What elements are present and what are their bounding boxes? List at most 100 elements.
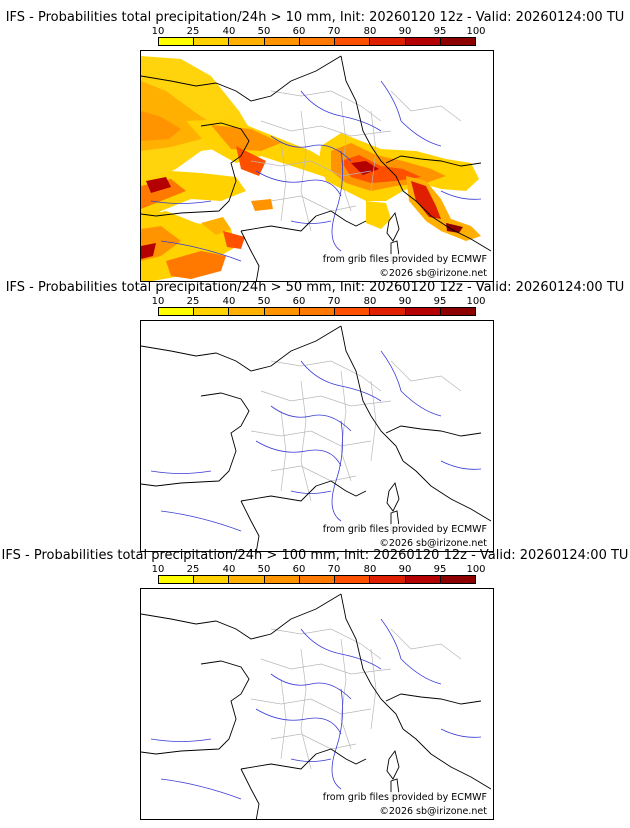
precip-area: [146, 177, 171, 193]
legend-tick: 80: [363, 564, 377, 575]
precip-area: [411, 181, 441, 219]
legend-tick: 50: [257, 26, 271, 37]
legend-color-swatch: [440, 308, 475, 315]
legend-tick: 10: [151, 296, 165, 307]
legend-tick-labels: 10 25 40 50 60 70 80 90 95 100: [150, 26, 495, 38]
precip-area: [141, 111, 181, 141]
legend-tick: 60: [292, 26, 306, 37]
legend-color-swatch: [299, 308, 336, 315]
legend-color-swatch: [335, 38, 371, 45]
legend-tick: 100: [466, 26, 486, 37]
credit-source: from grib files provided by ECMWF: [322, 792, 487, 803]
coastlines-borders: [141, 593, 492, 819]
panel-title: IFS - Probabilities total precipitation/…: [1, 548, 629, 563]
legend-tick: 80: [363, 296, 377, 307]
legend-color-swatch: [335, 576, 371, 583]
legend-tick: 25: [186, 564, 200, 575]
credit-source: from grib files provided by ECMWF: [322, 524, 487, 535]
legend-tick: 10: [151, 564, 165, 575]
legend-tick: 60: [292, 296, 306, 307]
map-europe-west: from grib files provided by ECMWF ©2026 …: [140, 588, 494, 820]
credit-source: from grib files provided by ECMWF: [322, 254, 487, 265]
legend-tick: 100: [466, 564, 486, 575]
panel-title: IFS - Probabilities total precipitation/…: [5, 280, 625, 295]
map-svg: [141, 593, 492, 819]
rivers: [150, 80, 482, 262]
legend-colorbar: [158, 307, 476, 316]
legend-tick: 95: [433, 26, 447, 37]
legend-color-swatch: [440, 38, 475, 45]
legend-color-swatch: [370, 576, 406, 583]
legend-color-swatch: [194, 576, 230, 583]
legend-color-swatch: [370, 308, 406, 315]
legend-tick: 100: [466, 296, 486, 307]
map-svg: [141, 325, 492, 551]
legend-color-swatch: [159, 38, 195, 45]
precip-probability-field: [141, 56, 481, 281]
legend-tick: 60: [292, 564, 306, 575]
credit-copyright: ©2026 sb@irizone.net: [379, 806, 487, 817]
credit-copyright: ©2026 sb@irizone.net: [379, 538, 487, 549]
legend-tick: 25: [186, 26, 200, 37]
legend-color-swatch: [194, 38, 230, 45]
legend-color-swatch: [229, 38, 265, 45]
legend-tick: 40: [222, 26, 236, 37]
legend-tick: 70: [327, 296, 341, 307]
credit-copyright: ©2026 sb@irizone.net: [379, 268, 487, 279]
legend-tick: 50: [257, 296, 271, 307]
precip-area: [211, 125, 281, 151]
legend-tick: 95: [433, 296, 447, 307]
legend-tick-labels: 10 25 40 50 60 70 80 90 95 100: [150, 296, 495, 308]
legend-tick: 90: [398, 296, 412, 307]
precip-area: [366, 201, 391, 229]
rivers: [150, 618, 482, 800]
legend-tick: 70: [327, 26, 341, 37]
legend-tick: 40: [222, 564, 236, 575]
legend-tick-labels: 10 25 40 50 60 70 80 90 95 100: [150, 564, 495, 576]
map-europe-west: from grib files provided by ECMWF ©2026 …: [140, 50, 494, 282]
legend-tick: 40: [222, 296, 236, 307]
legend-color-swatch: [264, 308, 300, 315]
legend-color-swatch: [335, 308, 371, 315]
coastlines-borders: [141, 325, 492, 551]
legend-color-swatch: [370, 38, 406, 45]
legend-color-swatch: [194, 308, 230, 315]
legend-tick: 90: [398, 26, 412, 37]
legend-color-swatch: [405, 38, 441, 45]
legend-color-swatch: [159, 308, 195, 315]
panel-50mm: IFS - Probabilities total precipitation/…: [0, 280, 630, 556]
legend-tick: 25: [186, 296, 200, 307]
panel-100mm: IFS - Probabilities total precipitation/…: [0, 548, 630, 824]
legend-tick: 80: [363, 26, 377, 37]
legend-tick: 95: [433, 564, 447, 575]
rivers: [150, 350, 482, 532]
legend-color-swatch: [299, 38, 336, 45]
precip-area: [223, 231, 245, 249]
legend-tick: 10: [151, 26, 165, 37]
legend-color-swatch: [405, 308, 441, 315]
map-svg: [141, 55, 492, 281]
panel-10mm: IFS - Probabilities total precipitation/…: [0, 10, 630, 286]
region-borders: [250, 628, 462, 770]
map-europe-west: from grib files provided by ECMWF ©2026 …: [140, 320, 494, 552]
legend-color-swatch: [440, 576, 475, 583]
precip-area: [251, 199, 273, 211]
legend-color-swatch: [264, 38, 300, 45]
legend-colorbar: [158, 575, 476, 584]
region-borders: [250, 360, 462, 502]
legend-color-swatch: [299, 576, 336, 583]
legend-color-swatch: [264, 576, 300, 583]
legend-tick: 70: [327, 564, 341, 575]
legend-tick: 90: [398, 564, 412, 575]
legend-colorbar: [158, 37, 476, 46]
legend-color-swatch: [159, 576, 195, 583]
precip-area: [166, 251, 226, 279]
precip-area: [446, 223, 463, 233]
precip-area: [141, 243, 156, 259]
precip-area: [201, 217, 231, 235]
precip-area: [351, 161, 379, 175]
legend-tick: 50: [257, 564, 271, 575]
legend-color-swatch: [405, 576, 441, 583]
legend-color-swatch: [229, 576, 265, 583]
panel-title: IFS - Probabilities total precipitation/…: [5, 10, 625, 25]
